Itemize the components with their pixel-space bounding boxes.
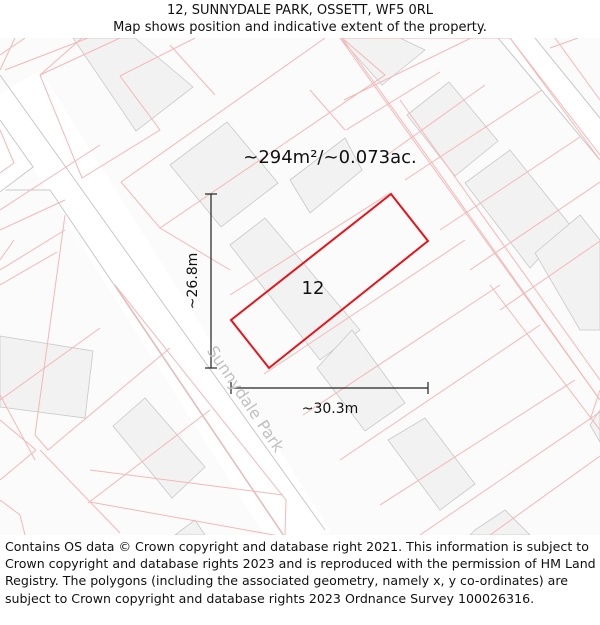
map-subtitle: Map shows position and indicative extent…: [113, 20, 487, 35]
copyright-attribution: Contains OS data © Crown copyright and d…: [5, 539, 596, 606]
map-header: 12, SUNNYDALE PARK, OSSETT, WF5 0RL Map …: [0, 0, 600, 38]
property-boundary[interactable]: [229, 192, 430, 370]
horizontal-measure: [230, 382, 429, 394]
vertical-measure-label: ~26.8m: [185, 253, 201, 310]
property-address: 12, SUNNYDALE PARK, OSSETT, WF5 0RL: [166, 3, 434, 18]
vertical-measure: [205, 193, 217, 369]
property-map[interactable]: ~294m²/~0.073ac. 12 Sunnydale Park ~26.8…: [0, 38, 600, 535]
plot-number-label: 12: [302, 278, 325, 299]
area-label: ~294m²/~0.073ac.: [243, 147, 417, 168]
parcel-boundaries: [0, 38, 600, 535]
horizontal-measure-label: ~30.3m: [302, 401, 359, 417]
buildings: [0, 38, 600, 535]
road-side-left: [0, 110, 35, 195]
road-east: [497, 38, 600, 161]
